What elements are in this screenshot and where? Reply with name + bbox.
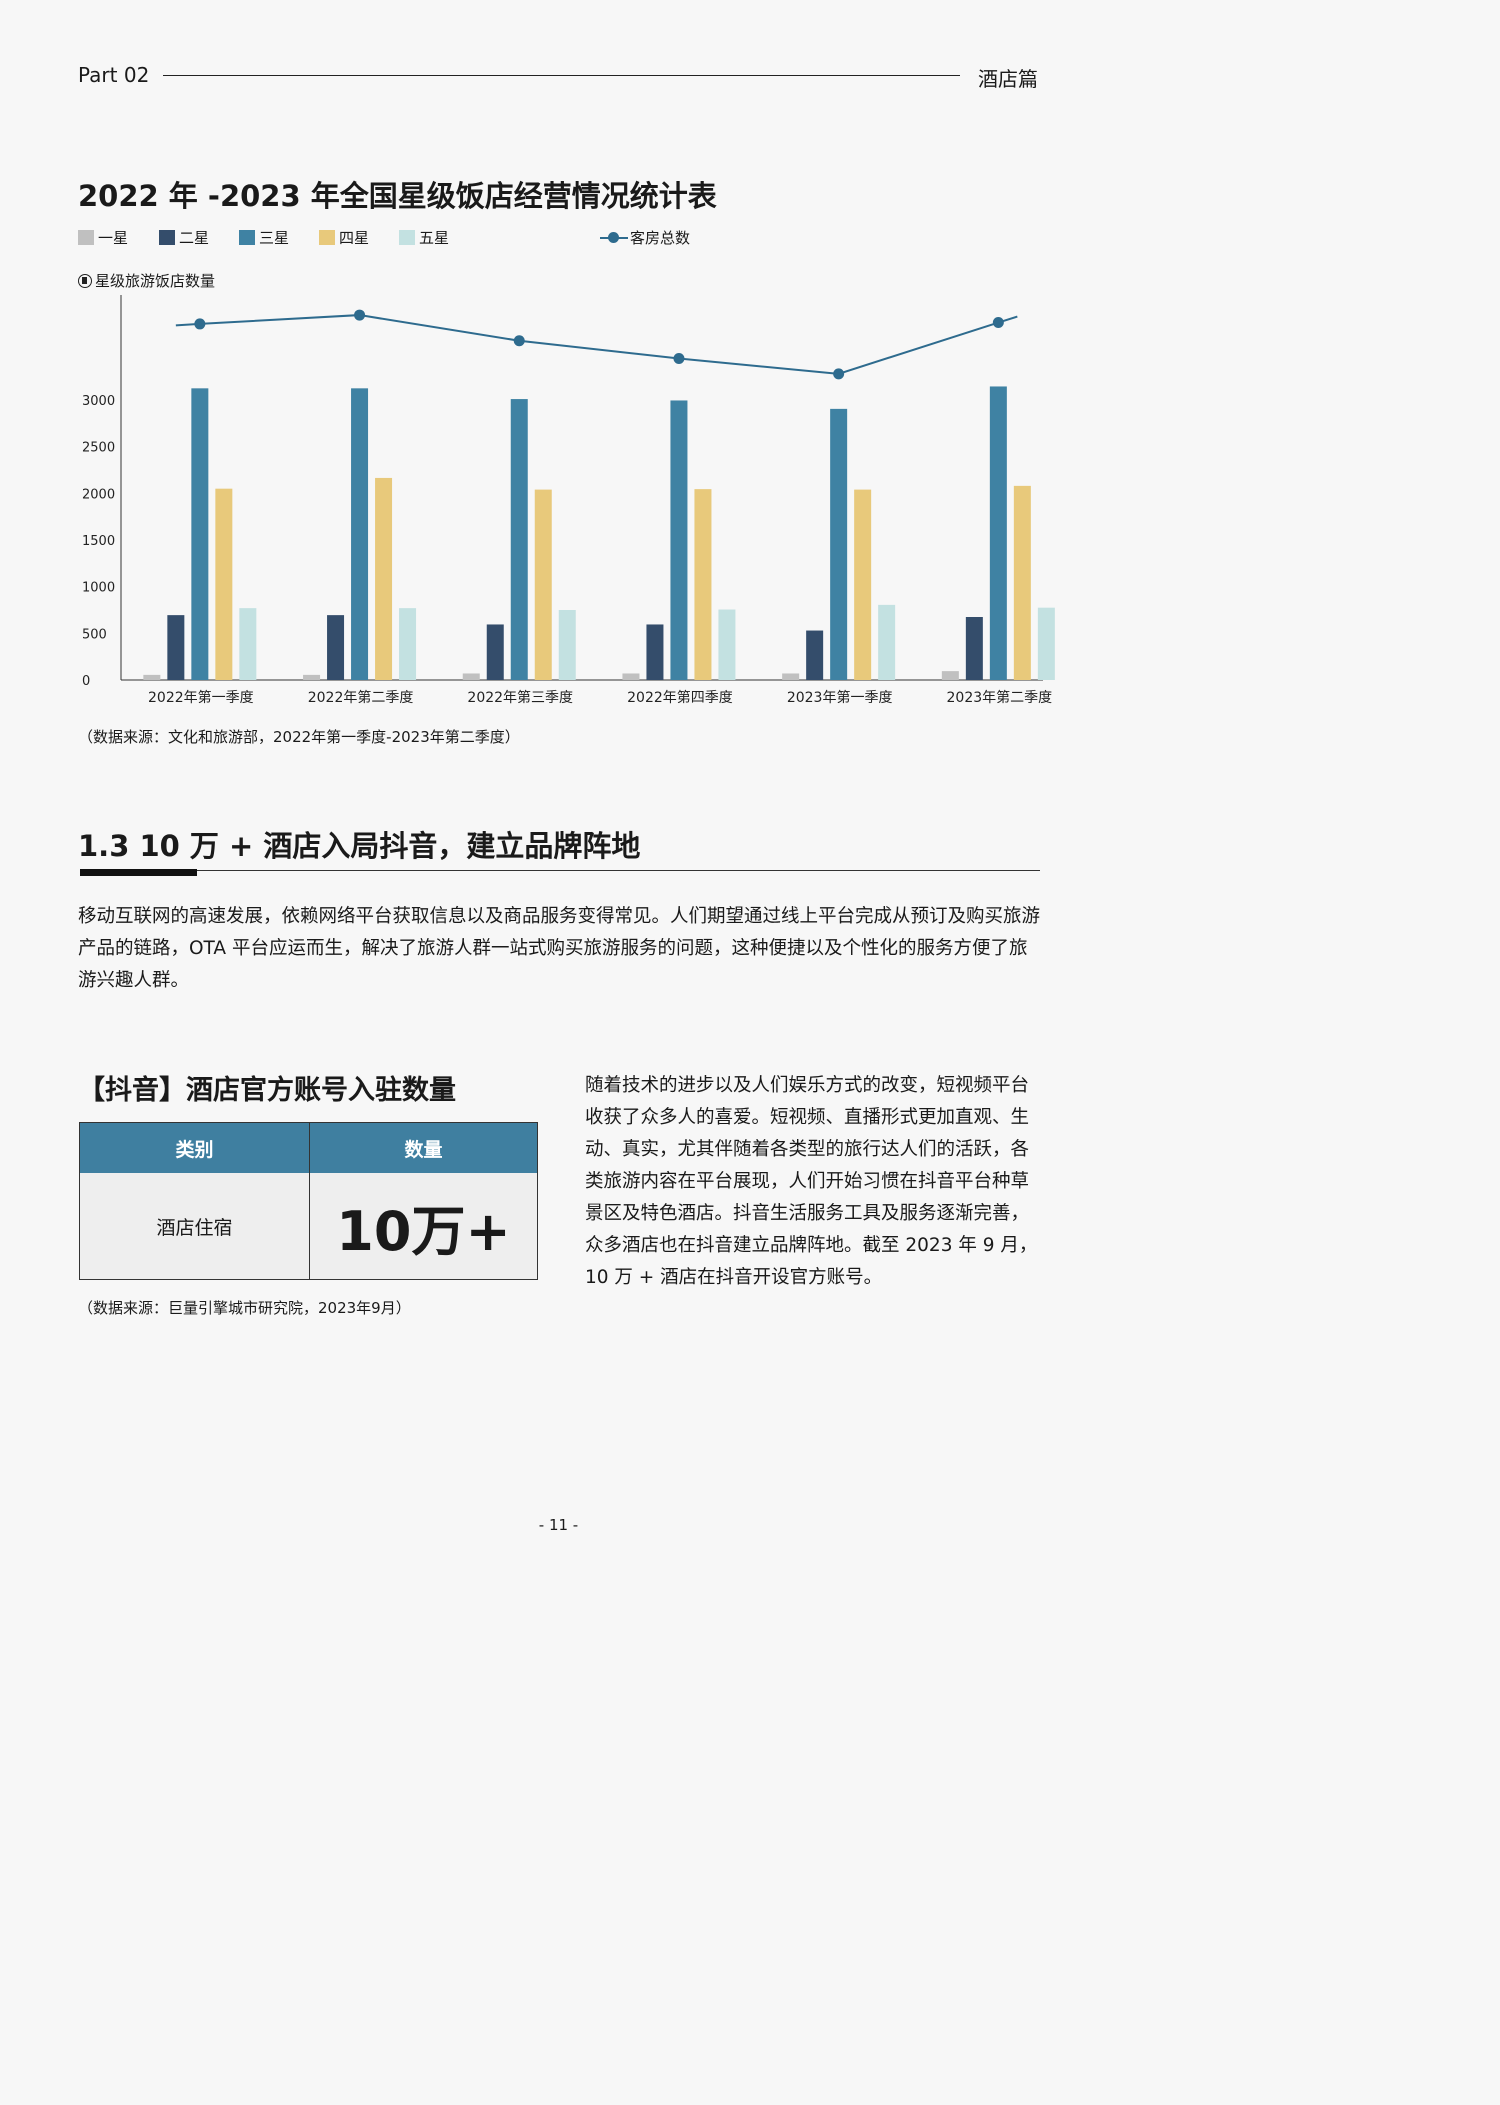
legend-item-five-star: 五星 [399,227,449,248]
bar-3-star [830,408,848,680]
legend-swatch [399,230,415,245]
table-source-note: （数据来源：巨量引擎城市研究院，2023年9月） [78,1299,411,1317]
bar-4-star [534,489,552,680]
legend-swatch [319,230,335,245]
legend-swatch [239,230,255,245]
bar-2-star [327,615,345,680]
chart-legend: 一星 二星 三星 四星 五星 客房总数 [78,227,778,247]
legend-line-marker-icon [600,230,628,245]
table-cell-category: 酒店住宿 [80,1173,309,1279]
bar-2-star [486,624,504,680]
table-cell-count: 10万+ [310,1173,537,1279]
legend-label: 一星 [98,229,129,247]
legend-item-four-star: 四星 [319,227,369,248]
header-part-label: Part 02 [78,63,150,87]
bar-1-star [303,674,321,680]
bar-3-star [510,399,528,680]
section-divider [80,870,1040,871]
side-paragraph: 随着技术的进步以及人们娱乐方式的改变，短视频平台收获了众多人的喜爱。短视频、直播… [585,1075,1038,1288]
chart-source-note: （数据来源：文化和旅游部，2022年第一季度-2023年第二季度） [78,728,520,746]
legend-label: 五星 [419,229,450,247]
legend-item-two-star: 二星 [159,227,209,248]
bar-1-star [941,671,959,680]
legend-item-one-star: 一星 [78,227,128,248]
bar-1-star [143,674,161,680]
legend-swatch [78,230,94,245]
bar-3-star [989,386,1007,680]
x-tick-label: 2022年第一季度 [148,689,254,706]
bar-2-star [167,615,185,680]
bar-4-star [375,477,393,680]
x-tick-label: 2022年第三季度 [467,689,573,706]
header-category-label: 酒店篇 [978,67,1038,91]
bar-4-star [694,489,712,680]
account-count-table: 类别 数量 酒店住宿 10万+ [79,1122,538,1280]
line-point [673,352,685,364]
bar-5-star [878,604,896,680]
section-title: 1.3 10 万 + 酒店入局抖音，建立品牌阵地 [78,829,641,863]
line-point [513,335,525,347]
x-tick-label: 2022年第四季度 [627,689,733,706]
legend-label: 二星 [179,229,210,247]
chart-title: 2022 年 -2023 年全国星级饭店经营情况统计表 [78,179,717,213]
hotel-icon [78,273,92,288]
bar-4-star [215,488,233,680]
x-tick-label: 2023年第一季度 [787,689,893,706]
line-point [992,317,1004,329]
line-point [354,309,366,321]
table-header-category: 类别 [80,1123,309,1173]
y-tick-label: 3000 [82,394,115,409]
legend-swatch [159,230,175,245]
page-number: - 11 - [538,1516,579,1534]
bar-5-star [399,608,417,680]
y-tick-label: 1000 [82,581,115,596]
header-divider [163,75,960,76]
bar-5-star [239,608,257,680]
legend-label: 三星 [259,229,290,247]
y-tick-label: 1500 [82,534,115,549]
legend-item-three-star: 三星 [239,227,289,248]
y-tick-label: 0 [82,674,90,689]
table-header-count: 数量 [310,1123,537,1173]
bar-1-star [622,673,640,680]
bar-3-star [191,388,209,680]
line-point [194,318,206,330]
table-column-divider [309,1123,310,1279]
bar-2-star [806,630,824,680]
bar-2-star [965,617,983,680]
x-tick-label: 2022年第二季度 [308,689,414,706]
bar-3-star [670,400,688,680]
line-point [833,368,845,380]
legend-item-room-total: 客房总数 [600,227,690,248]
bar-1-star [462,673,480,680]
legend-label: 四星 [339,229,370,247]
x-tick-label: 2023年第二季度 [947,689,1053,706]
bar-5-star [558,610,576,680]
bar-1-star [782,673,800,680]
bar-5-star [1037,607,1055,680]
y-tick-label: 2000 [82,487,115,502]
section-intro-paragraph: 移动互联网的高速发展，依赖网络平台获取信息以及商品服务变得常见。人们期望通过线上… [78,906,1041,991]
table-title: 【抖音】酒店官方账号入驻数量 [78,1075,456,1106]
y-tick-label: 500 [82,627,107,642]
y-axis-label-text: 星级旅游饭店数量 [95,272,216,290]
section-divider-accent [80,869,197,876]
bar-3-star [351,388,369,680]
legend-label: 客房总数 [630,229,691,247]
chart-y-axis-label: 星级旅游饭店数量 [78,270,215,291]
bar-2-star [646,624,664,680]
hotel-statistics-chart: 0 500 1000 1500 2000 2500 3000 2022年第一季度 2022年第二… [82,295,1055,706]
line-room-total [175,314,1018,375]
bar-5-star [718,609,736,680]
bar-4-star [1013,485,1031,680]
y-tick-label: 2500 [82,441,115,456]
bar-4-star [854,489,872,680]
